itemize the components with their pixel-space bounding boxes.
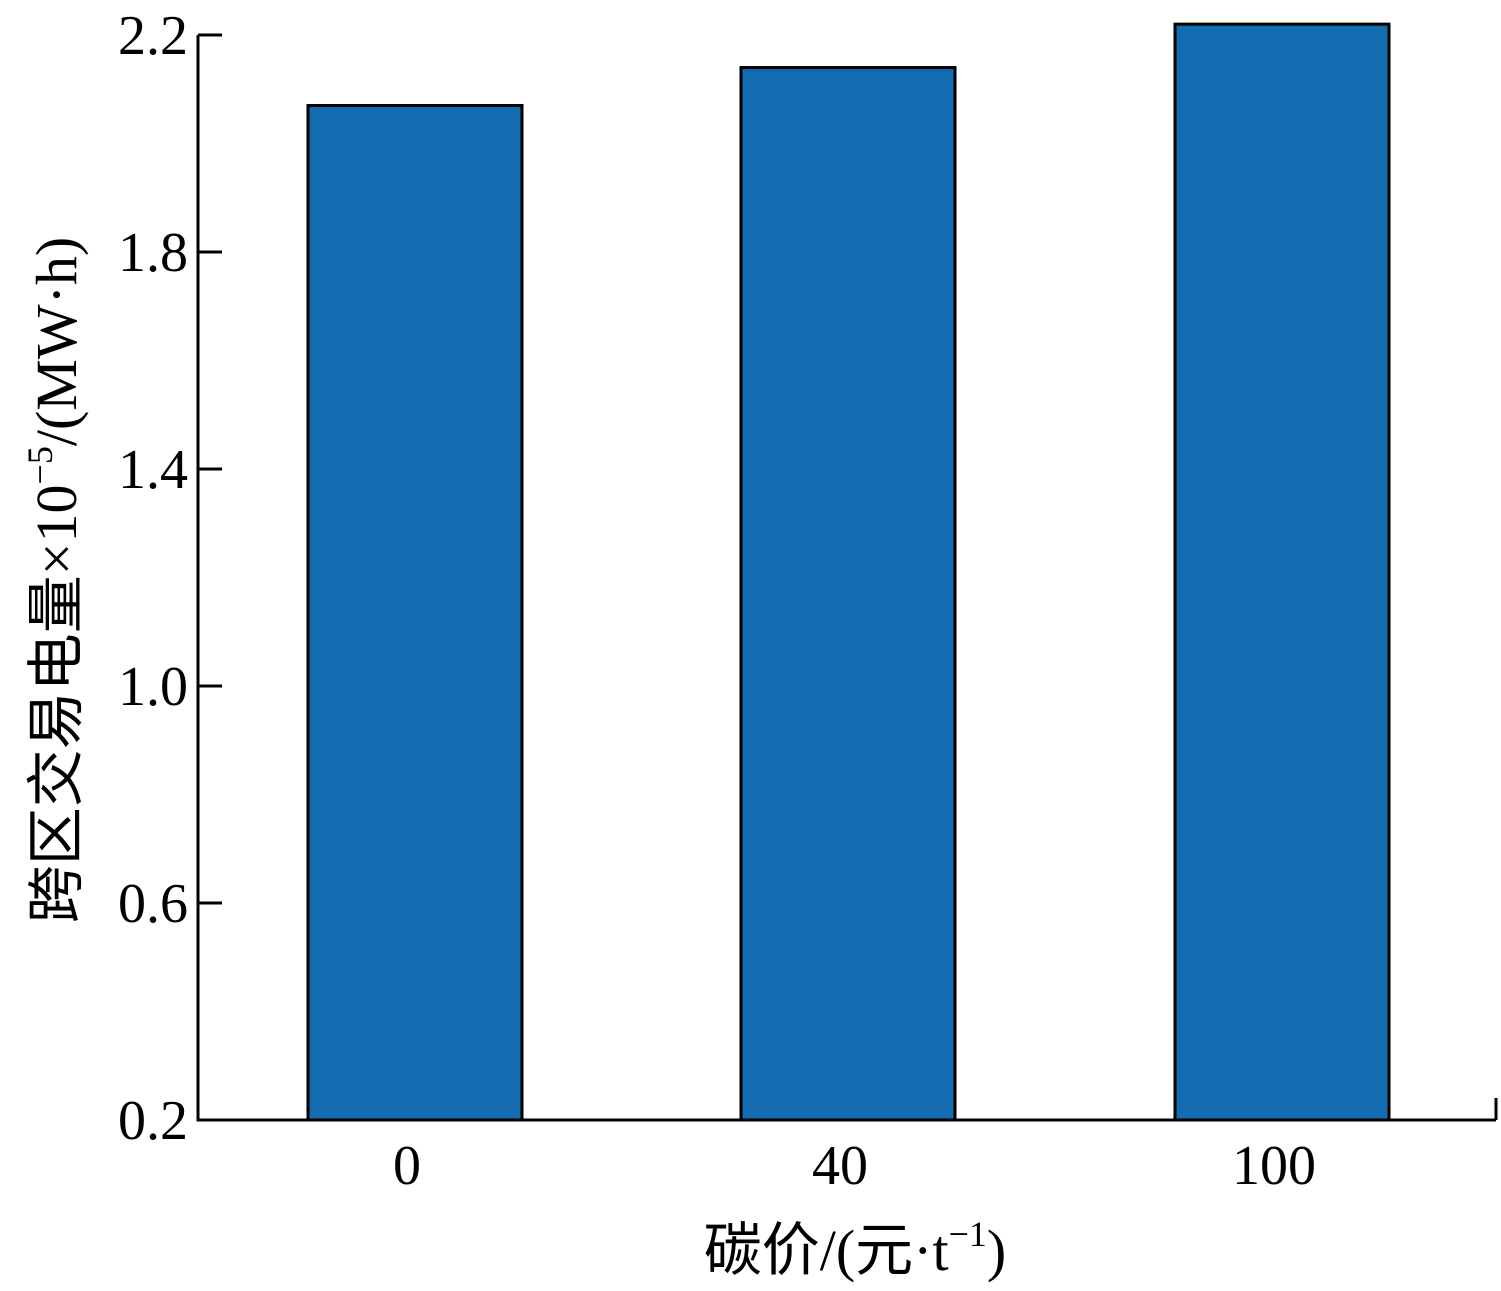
bar [1173,22,1391,1122]
x-ticks-group: 0 40 100 [393,1135,1316,1197]
y-ticks-group: 0.2 0.6 1.0 1.4 1.8 2.2 [118,5,222,1152]
y-tick-label: 2.2 [118,5,188,67]
y-tick-label: 1.8 [118,222,188,284]
y-tick-label: 0.6 [118,873,188,935]
y-tick-label: 1.4 [118,439,188,501]
axes-group [196,35,1498,1122]
bar [739,66,957,1122]
bar [306,104,524,1122]
x-axis-label: 碳价/(元·t−1) [704,1214,1007,1283]
y-axis-label: 跨区交易电量×10−5/(MW·h) [20,237,89,923]
x-tick-label: 100 [1232,1135,1316,1197]
bars-group [306,22,1391,1122]
x-tick-label: 0 [393,1135,421,1197]
y-tick-label: 0.2 [118,1090,188,1152]
y-tick-label: 1.0 [118,656,188,718]
x-tick-label: 40 [812,1135,868,1197]
